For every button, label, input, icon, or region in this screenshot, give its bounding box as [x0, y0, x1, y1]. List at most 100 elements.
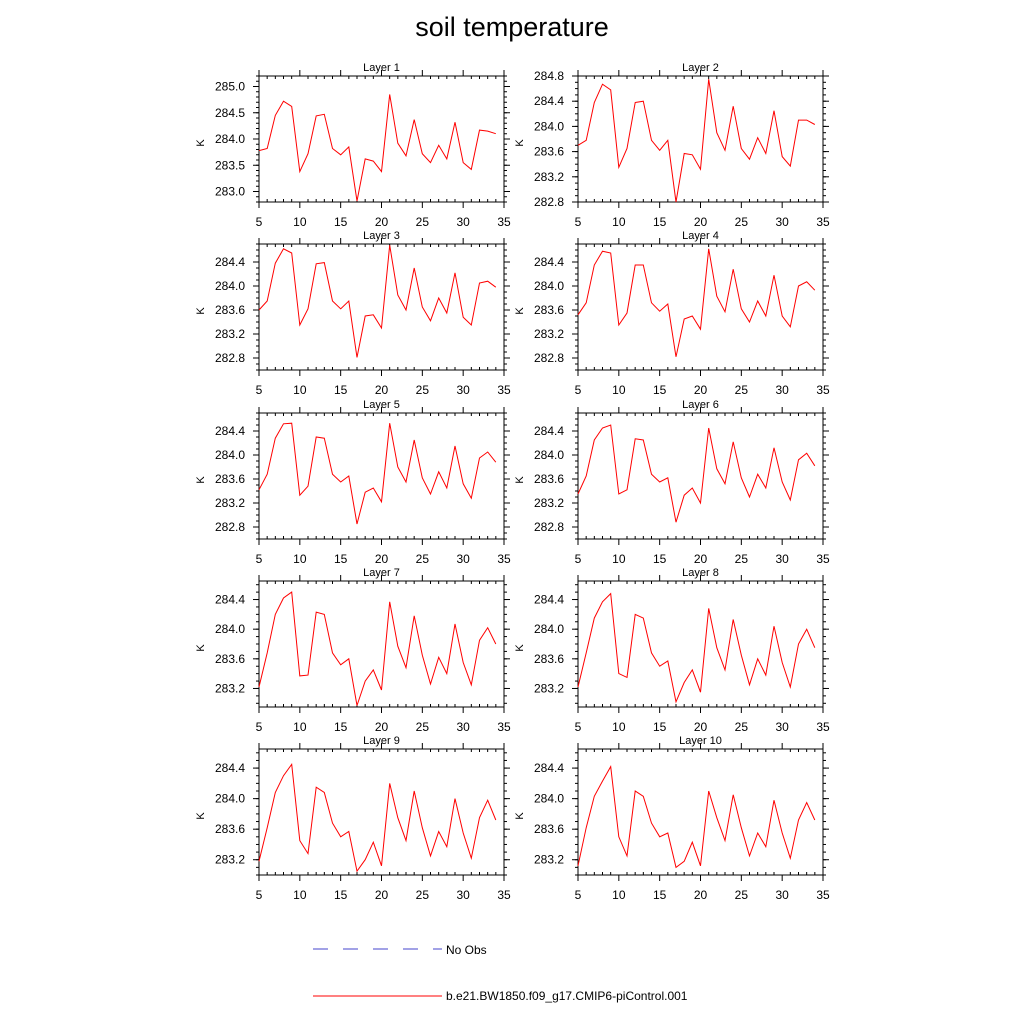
panel-6-x-tick-label: 20 [694, 552, 708, 566]
panel-9-x-tick-label: 35 [497, 888, 511, 902]
panel-4-x-tick-label: 25 [735, 383, 749, 397]
panel-1-y-tick-label: 283.5 [215, 158, 245, 172]
panel-9-x-tick-label: 15 [334, 888, 348, 902]
panel-9-y-tick-label: 283.6 [215, 822, 245, 836]
panel-10-y-tick-label: 284.4 [534, 761, 564, 775]
panel-10-y-tick-label: 283.2 [534, 853, 564, 867]
panel-5-y-axis-label: K [195, 476, 207, 484]
panel-10-x-tick-label: 5 [575, 888, 582, 902]
panel-9-x-tick-label: 5 [256, 888, 263, 902]
panel-10-y-axis-label: K [514, 812, 526, 820]
panel-2-x-tick-label: 15 [653, 215, 667, 229]
panel-9-y-axis-label: K [195, 812, 207, 820]
panel-7-y-tick-label: 283.6 [215, 652, 245, 666]
panel-2-x-tick-label: 20 [694, 215, 708, 229]
panel-6-y-tick-label: 284.4 [534, 424, 564, 438]
panel-1-x-tick-label: 35 [497, 215, 511, 229]
panel-1-x-tick-label: 20 [375, 215, 389, 229]
panel-4-y-tick-label: 284.4 [534, 255, 564, 269]
legend-label-model: b.e21.BW1850.f09_g17.CMIP6-piControl.001 [446, 989, 688, 1003]
panel-2-x-tick-label: 25 [735, 215, 749, 229]
panel-6-y-axis-label: K [514, 476, 526, 484]
panel-2-y-tick-label: 284.4 [534, 94, 564, 108]
panel-7-series-line [258, 591, 497, 706]
panel-4-y-axis-label: K [514, 307, 526, 315]
panel-10-x-tick-label: 15 [653, 888, 667, 902]
panel-7-y-tick-label: 283.2 [215, 681, 245, 695]
panel-6-title: Layer 6 [682, 399, 719, 411]
panel-5-y-tick-label: 282.8 [215, 520, 245, 534]
panel-8-y-axis-label: K [514, 644, 526, 652]
panel-7-x-tick-label: 5 [256, 720, 263, 734]
panel-5-y-tick-label: 283.2 [215, 496, 245, 510]
panel-1-title: Layer 1 [363, 62, 400, 74]
panel-7-y-axis-label: K [195, 644, 207, 652]
panel-3-y-axis-label: K [195, 307, 207, 315]
panel-5-y-tick-label: 284.4 [215, 424, 245, 438]
panel-1-y-tick-label: 284.0 [215, 132, 245, 146]
panel-1-x-tick-label: 30 [456, 215, 470, 229]
panel-3-y-tick-label: 284.0 [215, 279, 245, 293]
panel-8-x-tick-label: 15 [653, 720, 667, 734]
panel-8-x-tick-label: 10 [612, 720, 626, 734]
panel-4-title: Layer 4 [682, 230, 719, 242]
panel-10-title: Layer 10 [679, 735, 722, 747]
panel-2-y-tick-label: 283.2 [534, 170, 564, 184]
panel-6-x-tick-label: 15 [653, 552, 667, 566]
panel-4-y-tick-label: 284.0 [534, 279, 564, 293]
panel-5-series-line [258, 422, 497, 525]
panel-7-x-tick-label: 30 [456, 720, 470, 734]
panel-7-x-tick-label: 20 [375, 720, 389, 734]
panel-3-y-tick-label: 282.8 [215, 351, 245, 365]
panel-4-x-tick-label: 35 [816, 383, 830, 397]
panel-5-x-tick-label: 5 [256, 552, 263, 566]
panel-8-y-tick-label: 284.4 [534, 593, 564, 607]
panel-6-x-tick-label: 5 [575, 552, 582, 566]
panel-6-y-tick-label: 282.8 [534, 520, 564, 534]
panel-9-x-tick-label: 20 [375, 888, 389, 902]
panel-5-x-tick-label: 30 [456, 552, 470, 566]
panel-7-x-tick-label: 10 [293, 720, 307, 734]
panel-6-x-tick-label: 30 [775, 552, 789, 566]
panel-7-x-tick-label: 15 [334, 720, 348, 734]
panel-4-x-tick-label: 20 [694, 383, 708, 397]
panel-5-frame [258, 412, 505, 540]
panel-8-title: Layer 8 [682, 567, 719, 579]
panel-6-series-line [577, 424, 816, 523]
panel-1-series-line [258, 94, 496, 202]
panel-4-y-tick-label: 282.8 [534, 351, 564, 365]
panel-4-x-tick-label: 30 [775, 383, 789, 397]
panel-5-y-tick-label: 283.6 [215, 472, 245, 486]
legend-label-no-obs: No Obs [446, 943, 487, 957]
panel-7-x-tick-label: 35 [497, 720, 511, 734]
panel-4-y-tick-label: 283.2 [534, 327, 564, 341]
panel-2-y-tick-label: 282.8 [534, 195, 564, 209]
panel-2-y-tick-label: 284.8 [534, 69, 564, 83]
panel-3-x-tick-label: 20 [375, 383, 389, 397]
panel-3-title: Layer 3 [363, 230, 400, 242]
panel-1-x-tick-label: 15 [334, 215, 348, 229]
panel-1-y-tick-label: 285.0 [215, 80, 245, 94]
panel-10-x-tick-label: 25 [735, 888, 749, 902]
panel-4-frame [577, 243, 824, 371]
panel-9-y-tick-label: 283.2 [215, 853, 245, 867]
panel-5-x-tick-label: 25 [416, 552, 430, 566]
chart-title: soil temperature [415, 12, 609, 42]
panel-10-x-tick-label: 10 [612, 888, 626, 902]
panel-2-y-tick-label: 284.0 [534, 119, 564, 133]
panel-3-x-tick-label: 25 [416, 383, 430, 397]
panel-5-y-tick-label: 284.0 [215, 448, 245, 462]
panel-8-y-tick-label: 283.2 [534, 681, 564, 695]
panel-9-x-tick-label: 10 [293, 888, 307, 902]
panel-1-y-axis-label: K [195, 139, 207, 147]
panel-9-y-tick-label: 284.0 [215, 792, 245, 806]
panel-1-x-tick-label: 25 [416, 215, 430, 229]
panel-10-series-line [577, 765, 816, 869]
panel-4-x-tick-label: 5 [575, 383, 582, 397]
panel-5-title: Layer 5 [363, 399, 400, 411]
panel-8-x-tick-label: 35 [816, 720, 830, 734]
panel-10-x-tick-label: 20 [694, 888, 708, 902]
panel-2-x-tick-label: 5 [575, 215, 582, 229]
panel-8-x-tick-label: 30 [775, 720, 789, 734]
